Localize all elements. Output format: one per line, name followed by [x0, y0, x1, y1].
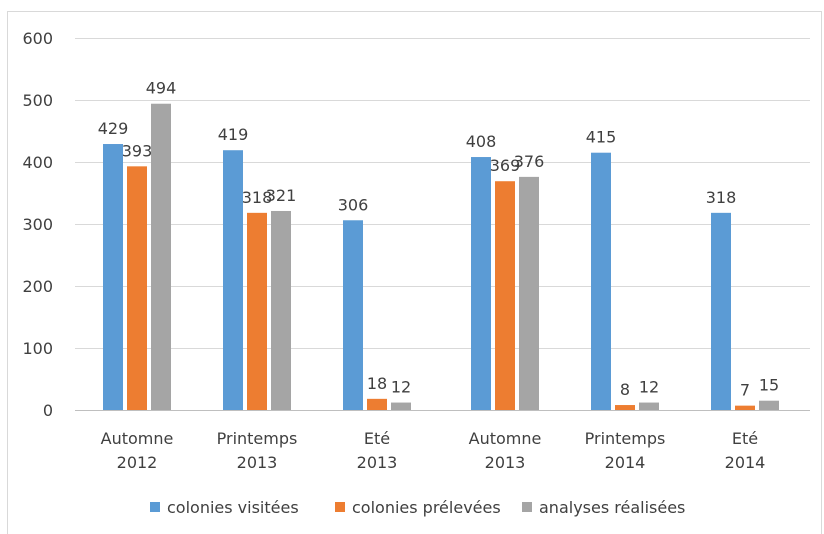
bar-0-0 — [103, 144, 123, 410]
data-label: 7 — [740, 381, 750, 400]
data-label: 8 — [620, 380, 630, 399]
y-tick-label: 0 — [43, 401, 53, 420]
bar-1-3 — [495, 181, 515, 410]
y-tick-label: 100 — [22, 339, 53, 358]
x-category-label: 2012 — [117, 453, 158, 472]
x-category-label: 2014 — [605, 453, 646, 472]
bars — [103, 103, 779, 410]
gridlines — [75, 38, 810, 411]
data-label: 318 — [242, 188, 273, 207]
bar-1-2 — [367, 398, 387, 410]
legend-item: analyses réalisées — [522, 498, 685, 517]
data-label: 12 — [391, 378, 411, 397]
data-label: 419 — [218, 125, 249, 144]
y-tick-label: 200 — [22, 277, 53, 296]
x-category-label: Printemps — [217, 429, 298, 448]
legend-label: analyses réalisées — [539, 498, 685, 517]
y-tick-label: 400 — [22, 153, 53, 172]
bar-1-5 — [735, 405, 755, 410]
data-label: 18 — [367, 374, 387, 393]
bar-2-4 — [639, 402, 659, 410]
bar-0-1 — [223, 150, 243, 410]
data-label: 393 — [122, 141, 153, 160]
y-tick-label: 500 — [22, 91, 53, 110]
x-category-label: Eté — [364, 429, 390, 448]
bar-2-1 — [271, 210, 291, 410]
legend-item: colonies visitées — [150, 498, 299, 517]
bar-0-3 — [471, 157, 491, 410]
data-label: 408 — [466, 132, 497, 151]
legend-swatch — [522, 502, 532, 512]
bar-1-0 — [127, 166, 147, 410]
y-tick-label: 300 — [22, 215, 53, 234]
data-label: 415 — [586, 128, 617, 147]
legend: colonies visitées colonies prélevées analy… — [150, 498, 685, 517]
data-label: 306 — [338, 195, 369, 214]
x-category-label: Printemps — [585, 429, 666, 448]
x-category-label: Automne — [469, 429, 542, 448]
bar-2-5 — [759, 400, 779, 410]
bar-0-2 — [343, 220, 363, 410]
data-label: 429 — [98, 119, 129, 138]
data-label: 12 — [639, 378, 659, 397]
x-axis-category-labels: Automne 2012 Printemps 2013 Eté 2013 Automne 20… — [101, 429, 766, 472]
y-tick-label: 600 — [22, 29, 53, 48]
data-label: 494 — [146, 79, 177, 98]
bar-2-3 — [519, 176, 539, 410]
x-category-label: Automne — [101, 429, 174, 448]
x-category-label: 2013 — [357, 453, 398, 472]
y-axis-tick-labels: 0 100 200 300 400 500 600 — [22, 29, 53, 420]
bar-2-2 — [391, 402, 411, 410]
legend-label: colonies prélevées — [352, 498, 501, 517]
x-category-label: Eté — [732, 429, 758, 448]
x-category-label: 2013 — [237, 453, 278, 472]
bar-1-4 — [615, 405, 635, 410]
data-label: 15 — [759, 376, 779, 395]
x-category-label: 2014 — [725, 453, 766, 472]
legend-label: colonies visitées — [167, 498, 299, 517]
data-label: 321 — [266, 186, 297, 205]
data-label: 369 — [490, 156, 521, 175]
legend-swatch — [150, 502, 160, 512]
bar-1-1 — [247, 212, 267, 410]
legend-swatch — [335, 502, 345, 512]
x-category-label: 2013 — [485, 453, 526, 472]
bar-0-5 — [711, 212, 731, 410]
legend-item: colonies prélevées — [335, 498, 501, 517]
bar-0-4 — [591, 152, 611, 410]
data-label: 318 — [706, 188, 737, 207]
bar-2-0 — [151, 103, 171, 410]
data-label: 376 — [514, 152, 545, 171]
